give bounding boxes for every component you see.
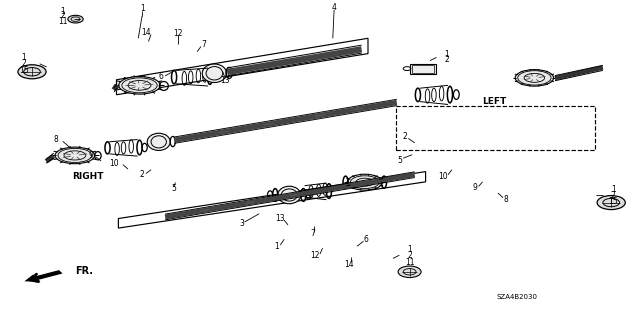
Ellipse shape: [278, 186, 301, 204]
Bar: [410, 64, 436, 74]
Text: SZA4B2030: SZA4B2030: [497, 294, 538, 300]
Text: 10: 10: [109, 159, 119, 168]
Text: 1: 1: [611, 185, 616, 194]
Text: 2: 2: [407, 251, 412, 260]
Text: 5: 5: [172, 184, 177, 193]
Text: 14: 14: [344, 260, 354, 269]
Ellipse shape: [55, 147, 95, 164]
Text: 7: 7: [201, 40, 206, 49]
Ellipse shape: [347, 174, 383, 190]
Text: 15: 15: [19, 66, 29, 75]
Text: 1: 1: [444, 50, 449, 59]
Text: 1: 1: [21, 53, 26, 62]
Circle shape: [68, 15, 83, 23]
Ellipse shape: [515, 70, 554, 86]
Text: 11: 11: [58, 17, 67, 26]
Text: 9: 9: [472, 183, 477, 192]
FancyArrow shape: [24, 270, 63, 282]
Text: 13: 13: [275, 214, 285, 223]
Text: 1: 1: [407, 245, 412, 254]
Ellipse shape: [147, 133, 170, 151]
Text: 8: 8: [54, 135, 59, 144]
Text: 6: 6: [364, 235, 369, 244]
Ellipse shape: [202, 64, 227, 83]
Text: 6: 6: [159, 72, 164, 81]
Text: FR.: FR.: [76, 265, 93, 276]
Text: 11: 11: [405, 258, 414, 267]
Circle shape: [398, 266, 421, 278]
Bar: [412, 65, 434, 73]
Text: 13: 13: [220, 76, 230, 85]
Text: 9: 9: [88, 151, 93, 160]
Text: 5: 5: [397, 156, 402, 165]
Text: 3: 3: [239, 219, 244, 228]
Text: 7: 7: [310, 229, 315, 238]
Text: 1: 1: [140, 4, 145, 13]
Text: 12: 12: [310, 251, 319, 260]
Text: RIGHT: RIGHT: [72, 172, 104, 181]
Circle shape: [597, 196, 625, 210]
Text: 2: 2: [140, 170, 145, 179]
Text: LEFT: LEFT: [482, 97, 506, 106]
Text: 14: 14: [141, 28, 151, 37]
Text: 2: 2: [444, 56, 449, 64]
Text: 2: 2: [402, 132, 407, 141]
Text: 8: 8: [503, 195, 508, 204]
Text: 10: 10: [438, 172, 448, 181]
Ellipse shape: [119, 77, 161, 94]
Text: 12: 12: [173, 29, 182, 38]
Text: 2: 2: [21, 59, 26, 68]
Circle shape: [18, 65, 46, 79]
Text: 1: 1: [60, 7, 65, 16]
Text: 15: 15: [608, 197, 618, 206]
Text: 4: 4: [332, 4, 337, 12]
Text: 1: 1: [274, 242, 279, 251]
Text: 2: 2: [60, 11, 65, 20]
Text: 2: 2: [611, 191, 616, 200]
